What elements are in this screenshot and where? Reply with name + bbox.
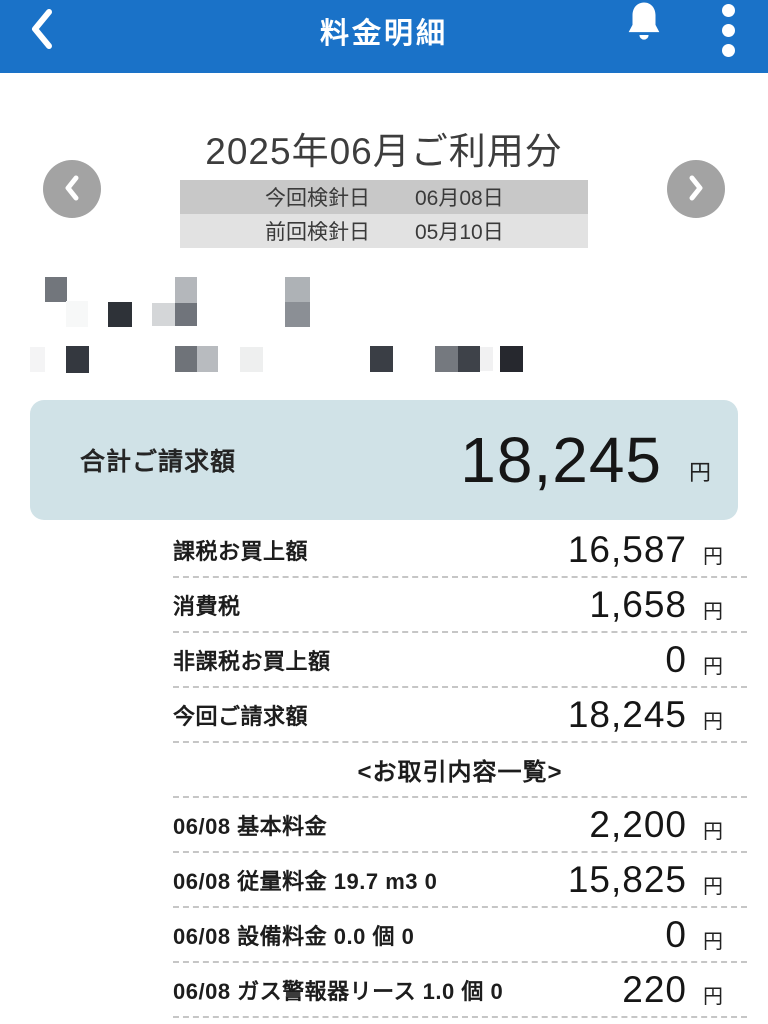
charge-row: 消費税 1,658 円	[173, 578, 747, 633]
charge-row: 非課税お買上額 0 円	[173, 633, 747, 688]
redacted-pixel-block	[152, 303, 175, 326]
redacted-pixel-block	[285, 277, 310, 302]
redacted-pixel-block	[30, 347, 45, 372]
charge-label: 今回ご請求額	[173, 703, 309, 729]
total-amount-card: 合計ご請求額 18,245 円	[30, 400, 738, 520]
charge-amount: 1,658	[589, 583, 687, 625]
meter-readings-table: 今回検針日 06月08日 前回検針日 05月10日	[180, 180, 588, 248]
summary-rows: 課税お買上額 16,587 円 消費税 1,658 円 非課税お買上額 0 円 …	[173, 523, 747, 743]
redacted-pixel-block	[458, 346, 480, 372]
charge-unit: 円	[703, 876, 723, 898]
chevron-left-icon	[28, 7, 56, 54]
kebab-menu-icon	[721, 4, 735, 57]
charge-unit: 円	[703, 821, 723, 843]
next-month-button[interactable]	[667, 160, 725, 218]
redacted-pixel-block	[435, 346, 458, 372]
redacted-pixel-block	[45, 277, 67, 302]
reading-label: 今回検針日	[265, 187, 370, 210]
redacted-pixel-block	[175, 303, 197, 326]
redacted-pixel-block	[500, 346, 523, 372]
charge-amount: 15,825	[567, 858, 687, 900]
redacted-pixel-block	[175, 277, 197, 303]
redacted-pixel-block	[108, 302, 132, 327]
chevron-left-icon	[63, 175, 81, 204]
charge-unit: 円	[703, 601, 723, 623]
redacted-pixel-block	[66, 301, 88, 327]
charge-unit: 円	[703, 931, 723, 953]
app-header: 料金明細	[0, 0, 768, 73]
page-title: 料金明細	[319, 18, 448, 50]
charge-row: 06/08 設備料金 0.0 個 0 0 円	[173, 908, 747, 963]
charge-row: 06/08 従量料金 19.7 m3 0 15,825 円	[173, 853, 747, 908]
charge-unit: 円	[703, 986, 723, 1008]
redacted-pixel-block	[197, 346, 218, 372]
charge-amount: 18,245	[567, 693, 687, 735]
notifications-button[interactable]	[618, 0, 670, 60]
charge-row: 06/08 基本料金 2,200 円	[173, 798, 747, 853]
total-unit: 円	[688, 460, 711, 485]
charge-amount: 0	[665, 638, 687, 680]
charge-label: 06/08 設備料金 0.0 個 0	[173, 923, 415, 949]
reading-value: 06月08日	[415, 187, 504, 210]
bell-icon	[621, 0, 667, 57]
charge-unit: 円	[703, 656, 723, 678]
charge-label: 非課税お買上額	[173, 648, 331, 674]
charge-amount: 2,200	[589, 803, 687, 845]
billing-period-title: 2025年06月ご利用分	[205, 131, 563, 172]
charge-amount: 16,587	[567, 528, 687, 570]
charge-label: 06/08 基本料金	[173, 813, 328, 839]
charge-row: 今回ご請求額 18,245 円	[173, 688, 747, 743]
redacted-pixel-block	[370, 346, 393, 372]
reading-row: 今回検針日 06月08日	[180, 180, 588, 214]
charges-list: 課税お買上額 16,587 円 消費税 1,658 円 非課税お買上額 0 円 …	[173, 523, 747, 1018]
redacted-pixel-block	[285, 302, 310, 327]
charge-label: 06/08 従量料金 19.7 m3 0	[173, 868, 438, 894]
overflow-menu-button[interactable]	[710, 4, 746, 62]
transaction-rows: 06/08 基本料金 2,200 円 06/08 従量料金 19.7 m3 0 …	[173, 798, 747, 1018]
redacted-pixel-block	[240, 347, 263, 372]
reading-label: 前回検針日	[265, 221, 370, 244]
transactions-section-title: <お取引内容一覧>	[173, 743, 747, 798]
charge-amount: 220	[622, 968, 687, 1010]
redacted-pixel-block	[480, 347, 493, 371]
previous-month-button[interactable]	[43, 160, 101, 218]
charge-label: 課税お買上額	[173, 538, 309, 564]
reading-value: 05月10日	[415, 221, 504, 244]
chevron-right-icon	[687, 175, 705, 204]
total-amount: 18,245	[460, 424, 662, 496]
reading-row: 前回検針日 05月10日	[180, 214, 588, 248]
back-button[interactable]	[18, 2, 66, 58]
charge-unit: 円	[703, 546, 723, 568]
redacted-pixel-block	[175, 346, 197, 372]
charge-amount: 0	[665, 913, 687, 955]
charge-label: 消費税	[173, 593, 241, 619]
redacted-pixel-block	[66, 346, 89, 373]
total-label: 合計ご請求額	[80, 448, 237, 476]
charge-unit: 円	[703, 711, 723, 733]
charge-row: 06/08 ガス警報器リース 1.0 個 0 220 円	[173, 963, 747, 1018]
charge-row: 課税お買上額 16,587 円	[173, 523, 747, 578]
charge-label: 06/08 ガス警報器リース 1.0 個 0	[173, 978, 504, 1004]
